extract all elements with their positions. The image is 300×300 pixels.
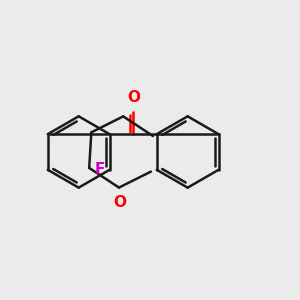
Text: O: O <box>128 90 141 105</box>
Text: O: O <box>113 194 126 209</box>
Text: F: F <box>94 162 105 177</box>
